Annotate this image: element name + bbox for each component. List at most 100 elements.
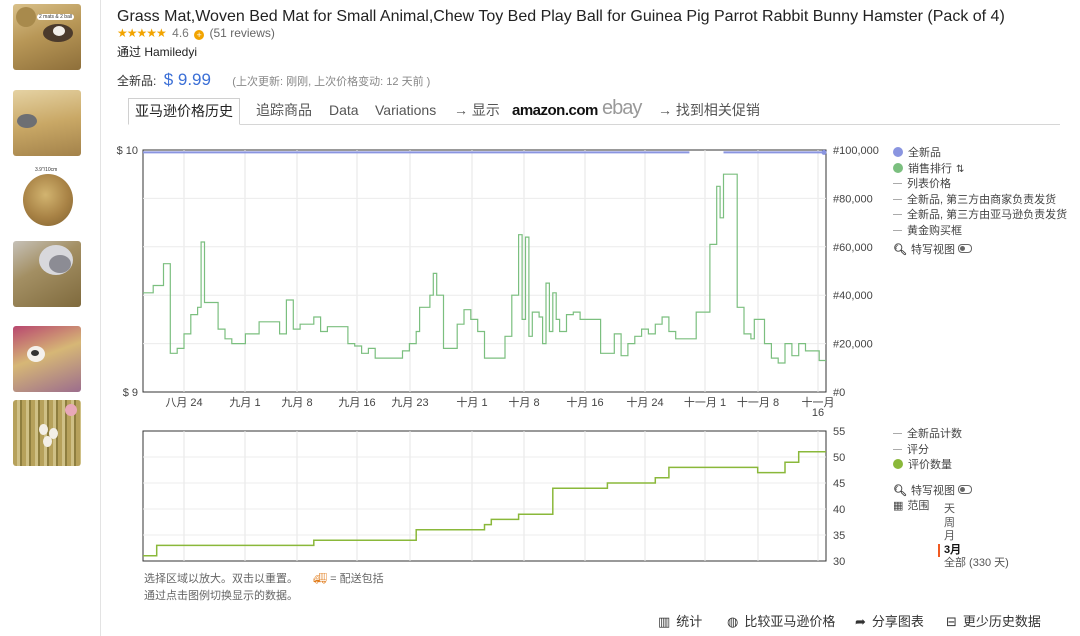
review-count-line	[143, 451, 826, 557]
range-month[interactable]: 月	[944, 530, 955, 542]
x-tick-label: 九月 23	[391, 396, 428, 409]
legend-new[interactable]: 全新品	[893, 146, 1067, 162]
range-day[interactable]: 天	[944, 503, 955, 515]
y-tick-label: #0	[833, 387, 845, 399]
globe-icon: ◍	[727, 614, 739, 629]
tab-bar: 亚马逊价格历史 追踪商品 Data Variations → 显示 amazon…	[128, 97, 1060, 125]
legend-new-3p-merchant[interactable]: 全新品, 第三方由商家负责发货	[893, 193, 1067, 209]
y-tick-label: #100,000	[833, 145, 879, 157]
thumbnail[interactable]: 3.9"/10cm	[13, 166, 81, 232]
thumb-badge: 2 mats & 2 ball	[37, 14, 75, 20]
amazon-link[interactable]: amazon.com	[512, 102, 598, 119]
plus-circle-icon[interactable]: +	[194, 30, 205, 40]
range-3-months[interactable]: 3月	[938, 543, 1009, 557]
rabbit-shape	[49, 255, 71, 273]
egg-shape	[43, 436, 52, 447]
thumb-size-label: 3.9"/10cm	[35, 167, 58, 173]
y-tick-label: 30	[833, 556, 845, 568]
sort-icon[interactable]: ⇅	[956, 163, 965, 175]
chinchilla-shape	[17, 114, 37, 128]
tab-track-product[interactable]: 追踪商品	[256, 102, 312, 118]
thumbnail[interactable]: 2 mats & 2 ball	[13, 4, 81, 70]
y-tick-label: #60,000	[833, 242, 873, 254]
y-tick-label: #80,000	[833, 193, 873, 205]
y-tick-label: 55	[833, 426, 845, 438]
egg-shape	[39, 424, 48, 435]
stats-button[interactable]: ▥ 统计	[658, 614, 703, 629]
x-tick-label: 十一月 8	[737, 395, 779, 409]
legend-review-count[interactable]: 评价数量	[893, 458, 972, 474]
tab-data[interactable]: Data	[329, 102, 359, 118]
bottom-legend: 全新品计数 评分 评价数量 🔍︎ 特写视图 ▦ 范围	[893, 427, 972, 515]
x-tick-label: 九月 16	[338, 396, 375, 409]
toggle-icon[interactable]	[957, 244, 972, 253]
top-chart-frame	[142, 149, 827, 393]
y-tick-label: $ 9	[123, 387, 138, 399]
magnifier-icon: 🔍︎	[893, 484, 907, 497]
closeup-toggle[interactable]: 🔍︎ 特写视图	[893, 243, 1067, 259]
x-tick-label: 十一月	[802, 395, 835, 409]
sales-rank-line	[143, 173, 826, 364]
x-tick-label: 16	[812, 407, 824, 419]
y-tick-label: $ 10	[117, 145, 138, 157]
bar-chart-icon: ▥	[658, 614, 671, 629]
x-tick-label: 十月 1	[456, 395, 487, 409]
thumbnail[interactable]	[13, 400, 81, 466]
x-tick-label: 八月 24	[165, 397, 202, 409]
share-icon: ➦	[855, 614, 866, 629]
flower-shape	[65, 404, 77, 416]
hint-zoom: 选择区域以放大。双击以重置。 🚚︎ = 配送包括	[144, 573, 384, 585]
hamster-shape	[31, 350, 39, 356]
green-dot-icon	[893, 459, 903, 469]
y-tick-label: 50	[833, 452, 845, 464]
y-tick-label: 35	[833, 530, 845, 542]
legend-list-price[interactable]: 列表价格	[893, 177, 1067, 193]
update-info: (上次更新: 刚刚, 上次价格变动: 12 天前 )	[232, 76, 431, 88]
toggle-icon[interactable]	[957, 484, 972, 494]
range-label: ▦ 范围	[893, 500, 930, 512]
y-tick-label: #20,000	[833, 339, 873, 351]
thumbnail[interactable]	[13, 241, 81, 307]
top-legend: 全新品 销售排行 ⇅ 列表价格 全新品, 第三方由商家负责发货 全新品, 第三方由…	[893, 146, 1067, 259]
guinea-pig-shape	[53, 26, 65, 36]
range-all[interactable]: 全部 (330 天)	[944, 557, 1009, 569]
price-label: 全新品:	[117, 74, 157, 88]
tab-price-history[interactable]: 亚马逊价格历史	[128, 98, 240, 125]
thumbnail[interactable]	[13, 90, 81, 156]
egg-shape	[49, 428, 58, 439]
new-price-point	[821, 149, 827, 155]
x-tick-label: 十月 16	[566, 395, 603, 409]
thumbnail-column: 2 mats & 2 ball 3.9"/10cm	[0, 0, 101, 636]
range-week[interactable]: 周	[944, 516, 955, 529]
x-tick-label: 十一月 1	[684, 395, 726, 409]
legend-sales-rank[interactable]: 销售排行 ⇅	[893, 162, 1067, 178]
x-tick-label: 九月 1	[229, 396, 260, 409]
byline[interactable]: 通过 Hamiledyi	[117, 45, 198, 59]
truck-icon: 🚚︎	[313, 573, 328, 585]
less-history-button[interactable]: ⊟ 更少历史数据	[946, 614, 1041, 629]
y-tick-label: 40	[833, 504, 845, 516]
closeup-toggle[interactable]: 🔍︎ 特写视图	[893, 484, 972, 500]
review-count[interactable]: (51 reviews)	[209, 26, 275, 40]
bottom-chart-frame	[142, 430, 827, 562]
ebay-link[interactable]: ebay	[602, 97, 642, 119]
blue-dot-icon	[893, 147, 903, 157]
green-dot-icon	[893, 162, 903, 173]
minus-box-icon: ⊟	[946, 614, 957, 629]
calendar-icon: ▦	[893, 500, 904, 512]
product-title: Grass Mat,Woven Bed Mat for Small Animal…	[117, 8, 1005, 25]
legend-new-3p-amazon[interactable]: 全新品, 第三方由亚马逊负责发货	[893, 208, 1067, 224]
legend-buybox[interactable]: 黄金购买框	[893, 224, 1067, 240]
star-rating-icon: ★★★★★	[117, 26, 167, 40]
grass-ball-shape	[23, 174, 73, 226]
share-button[interactable]: ➦ 分享图表	[855, 614, 924, 629]
compare-button[interactable]: ◍ 比较亚马逊价格	[727, 614, 836, 629]
legend-new-count[interactable]: 全新品计数	[893, 427, 972, 443]
price-row: 全新品: $ 9.99 (上次更新: 刚刚, 上次价格变动: 12 天前 )	[117, 70, 430, 90]
legend-rating[interactable]: 评分	[893, 443, 972, 459]
ball-shape	[16, 7, 36, 27]
thumbnail[interactable]	[13, 326, 81, 392]
find-deals-link[interactable]: → 找到相关促销	[658, 102, 760, 118]
tab-variations[interactable]: Variations	[375, 102, 437, 118]
